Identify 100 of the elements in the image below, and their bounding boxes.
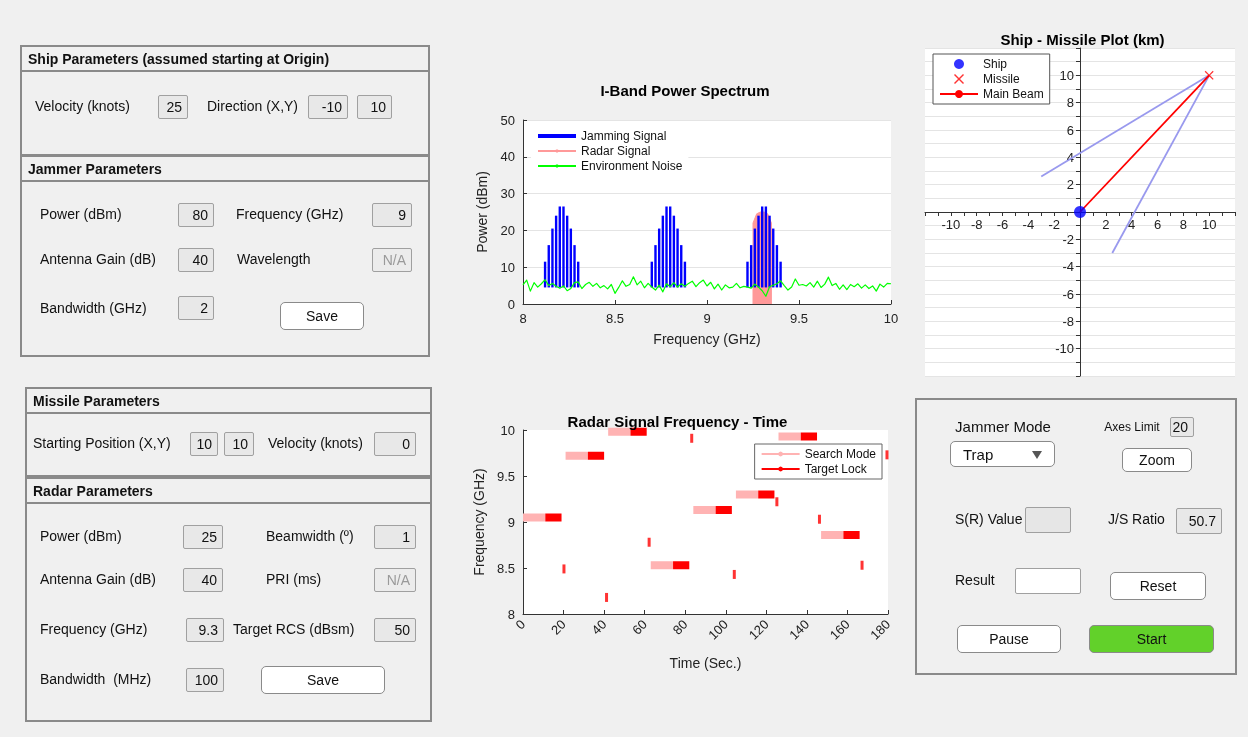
text: 10 [196, 436, 212, 452]
text: S(R) Value [955, 511, 1023, 527]
x-tick-label: -10 [941, 217, 961, 232]
text: -10 [321, 99, 342, 115]
y-tick-label: -10 [1055, 341, 1074, 357]
x-tick-label: -6 [996, 217, 1009, 232]
legend-label: Target Lock [804, 462, 868, 476]
y-tick-label: 10 [1059, 67, 1074, 83]
text: 50.7 [1188, 513, 1216, 529]
x-tick-label: 160 [826, 616, 853, 643]
x-tick-label: 20 [548, 616, 569, 638]
text: 9.3 [198, 622, 218, 638]
x-axis-title: Time (Sec.) [669, 655, 742, 671]
y-axis-title: Power (dBm) [474, 171, 490, 253]
text: N/A [382, 252, 406, 268]
text: Axes Limit [1103, 420, 1161, 434]
text: Zoom [1139, 452, 1175, 468]
text: J/S Ratio [1108, 511, 1165, 527]
y-tick-label: 50 [500, 112, 515, 128]
x-tick-label: 2 [1102, 217, 1110, 232]
text: 2 [200, 300, 208, 316]
x-tick-label: 8 [1179, 217, 1187, 232]
text: N/A [386, 572, 410, 588]
text: Jammer Mode [954, 418, 1052, 435]
legend-label: Environment Noise [581, 159, 683, 173]
legend-label: Radar Signal [581, 144, 651, 158]
text: PRI (ms) [266, 571, 322, 587]
text: 40 [201, 572, 217, 588]
text: Reset [1139, 578, 1177, 594]
text: Wavelength [237, 251, 311, 267]
y-tick-label: 8 [507, 606, 515, 622]
text: Bandwidth (GHz) [40, 300, 147, 316]
text: Result [955, 572, 995, 588]
chart-title: Radar Signal Frequency - Time [567, 413, 788, 430]
legend-label: Ship [983, 57, 1008, 71]
x-tick-label: 9.5 [789, 311, 809, 326]
x-tick-label: 100 [705, 616, 732, 643]
y-tick-label: 2 [1066, 177, 1074, 193]
chart-title: I-Band Power Spectrum [600, 82, 770, 99]
x-tick-label: 80 [669, 616, 691, 638]
y-tick-label: 9 [507, 514, 515, 530]
x-axis-title: Frequency (GHz) [653, 331, 761, 347]
text: Radar Parameters [33, 482, 153, 499]
text: Antenna Gain (dB) [40, 571, 156, 587]
text: Save [307, 672, 339, 688]
legend-label: Main Beam [983, 87, 1044, 101]
x-tick-label: -8 [970, 217, 983, 232]
y-tick-label: 8.5 [496, 560, 515, 576]
text: 100 [194, 672, 218, 688]
text: Power (dBm) [40, 528, 122, 544]
text: 20 [1172, 419, 1188, 435]
text: Start [1136, 631, 1167, 647]
text: 25 [166, 99, 182, 115]
y-tick-label: 10 [500, 259, 515, 275]
legend-label: Jamming Signal [581, 129, 667, 143]
text: Bandwidth (MHz) [40, 671, 152, 687]
x-tick-label: 9 [703, 311, 711, 326]
x-tick-label: 140 [786, 616, 813, 643]
text: Pause [989, 631, 1029, 647]
text: 0 [402, 436, 410, 452]
chart-title: Ship - Missile Plot (km) [1000, 31, 1165, 48]
y-tick-label: 9.5 [496, 468, 515, 484]
y-tick-label: -4 [1062, 259, 1074, 275]
text: Save [306, 308, 338, 324]
text: Antenna Gain (dB) [40, 251, 156, 267]
x-tick-label: 8 [519, 311, 527, 326]
text: Missile Parameters [33, 392, 160, 409]
y-axis-title: Frequency (GHz) [471, 468, 488, 576]
text: 25 [201, 529, 217, 545]
text: Direction (X,Y) [207, 98, 299, 114]
text: Velocity (knots) [268, 435, 363, 451]
x-tick-label: -2 [1048, 217, 1060, 232]
text: Target RCS (dBsm) [233, 621, 355, 637]
text: Ship Parameters (assumed starting at Origin) [28, 50, 330, 67]
x-tick-label: 60 [629, 616, 650, 638]
text: 10 [232, 436, 248, 452]
x-tick-label: 120 [745, 616, 772, 643]
text: Trap [963, 445, 994, 463]
legend-label: Search Mode [804, 447, 877, 461]
text: 1 [402, 529, 410, 545]
x-tick-label: 6 [1153, 217, 1162, 232]
x-tick-label: 10 [883, 311, 899, 326]
text: Starting Position (X,Y) [33, 435, 171, 451]
x-tick-label: 8.5 [605, 311, 625, 326]
x-tick-label: 180 [867, 616, 894, 643]
text: Frequency (GHz) [236, 206, 344, 222]
x-tick-label: -4 [1022, 217, 1035, 232]
text: 40 [192, 252, 208, 268]
text: Jammer Parameters [28, 160, 162, 177]
y-tick-label: 30 [500, 186, 515, 202]
text: Frequency (GHz) [40, 621, 148, 637]
x-tick-label: 10 [1201, 217, 1217, 232]
y-tick-label: 8 [1066, 95, 1074, 111]
y-tick-label: 0 [507, 296, 515, 312]
text: Velocity (knots) [35, 98, 130, 114]
y-tick-label: 6 [1066, 122, 1074, 138]
text: 50 [394, 622, 410, 638]
y-tick-label: -2 [1062, 231, 1074, 247]
legend-label: Missile [983, 72, 1020, 86]
y-tick-label: -6 [1062, 286, 1074, 302]
